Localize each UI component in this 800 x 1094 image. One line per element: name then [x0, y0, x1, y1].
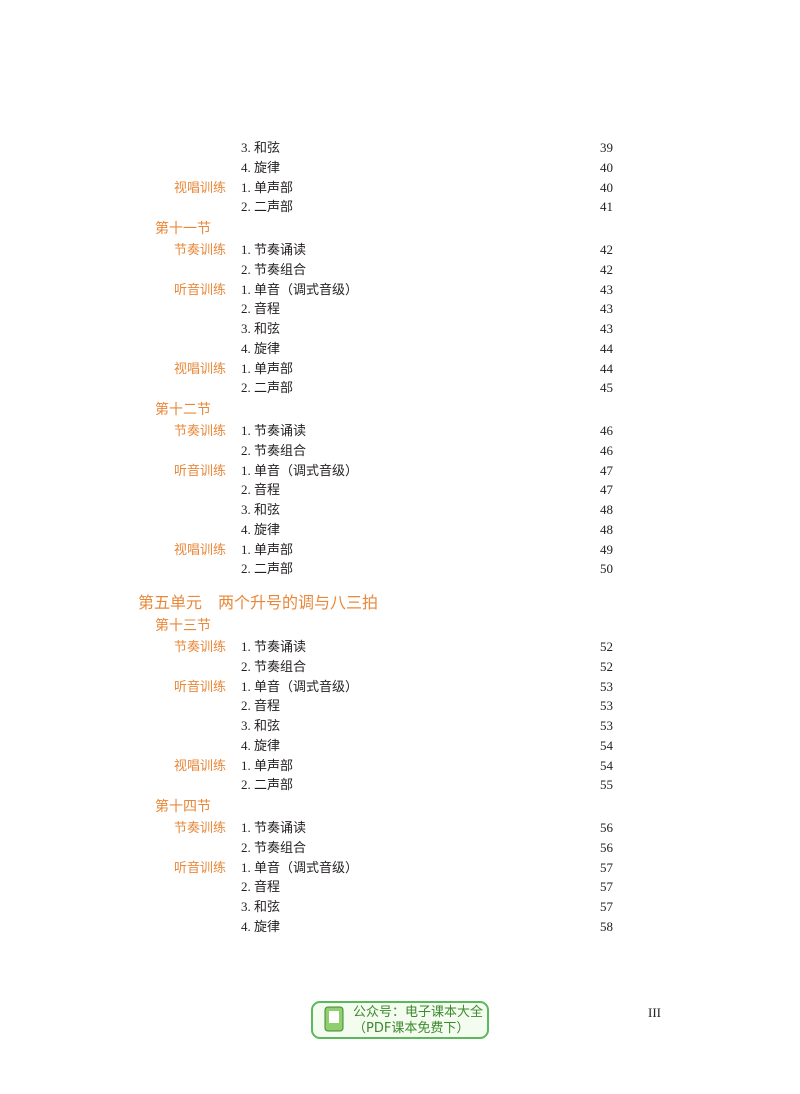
- entry-title: 3. 和弦: [241, 321, 281, 336]
- entry-title: 1. 单声部: [241, 541, 294, 557]
- entry-page: 54: [600, 757, 613, 773]
- entry-title: 2. 音程: [241, 698, 281, 714]
- entry-title: 1. 单音（调式音级）: [241, 281, 359, 297]
- category-label: 节奏训练: [173, 820, 226, 835]
- entry-page: 50: [600, 561, 613, 577]
- entry-page: 56: [600, 820, 613, 835]
- category-label: 节奏训练: [173, 423, 226, 438]
- entry-title: 3. 和弦: [241, 140, 281, 155]
- entry-title: 1. 单音（调式音级）: [241, 462, 359, 478]
- entry-page: 49: [600, 541, 613, 557]
- entry-title: 1. 节奏诵读: [241, 639, 307, 654]
- entry-title: 4. 旋律: [241, 918, 281, 934]
- category-label: 听音训练: [173, 678, 226, 694]
- entry-page: 54: [600, 737, 613, 753]
- entry-page: 43: [600, 321, 613, 336]
- category-label: 听音训练: [173, 859, 226, 875]
- entry-page: 57: [600, 859, 613, 875]
- entry-title: 1. 单音（调式音级）: [241, 678, 359, 694]
- entry-page: 46: [600, 442, 613, 458]
- category-label: 节奏训练: [173, 639, 226, 654]
- entry-title: 4. 旋律: [241, 521, 281, 537]
- entry-page: 41: [600, 199, 613, 215]
- entry-page: 53: [600, 718, 613, 733]
- entry-title: 2. 二声部: [241, 561, 294, 577]
- entry-page: 52: [600, 639, 613, 654]
- section-heading: 第十一节: [155, 222, 211, 238]
- watermark-icon: [324, 1006, 344, 1032]
- section-heading: 第十三节: [155, 619, 211, 635]
- section-heading: 第十二节: [155, 403, 211, 419]
- entry-page: 45: [600, 380, 613, 396]
- entry-title: 4. 旋律: [241, 340, 281, 356]
- category-label: 节奏训练: [173, 242, 226, 257]
- entry-title: 1. 单声部: [241, 360, 294, 376]
- entry-page: 40: [600, 159, 613, 175]
- entry-page: 56: [600, 839, 613, 855]
- entry-title: 1. 节奏诵读: [241, 820, 307, 835]
- entry-page: 57: [600, 879, 613, 895]
- category-label: 视唱训练: [173, 541, 226, 557]
- entry-page: 43: [600, 301, 613, 317]
- entry-title: 2. 二声部: [241, 777, 294, 793]
- watermark-line: 公众号：电子课本大全: [353, 1005, 484, 1020]
- entry-title: 1. 单音（调式音级）: [241, 859, 359, 875]
- entry-title: 2. 音程: [241, 879, 281, 895]
- entry-page: 58: [600, 918, 613, 934]
- entry-title: 2. 节奏组合: [241, 442, 307, 458]
- entry-title: 4. 旋律: [241, 159, 281, 175]
- entry-page: 53: [600, 678, 613, 694]
- entry-title: 2. 节奏组合: [241, 839, 307, 855]
- entry-page: 43: [600, 281, 613, 297]
- entry-page: 44: [600, 360, 613, 376]
- entry-title: 3. 和弦: [241, 718, 281, 733]
- category-label: 听音训练: [173, 281, 226, 297]
- category-label: 视唱训练: [173, 757, 226, 773]
- entry-page: 47: [600, 462, 613, 478]
- entry-page: 48: [600, 521, 613, 537]
- entry-title: 3. 和弦: [241, 899, 281, 914]
- entry-title: 1. 节奏诵读: [241, 423, 307, 438]
- entry-page: 55: [600, 777, 613, 793]
- entry-page: 57: [600, 899, 613, 914]
- entry-title: 2. 节奏组合: [241, 261, 307, 277]
- entry-page: 47: [600, 482, 613, 498]
- entry-title: 2. 音程: [241, 482, 281, 498]
- entry-page: 52: [600, 658, 613, 674]
- watermark-line: （PDF课本免费下）: [353, 1021, 470, 1036]
- watermark-badge: 公众号：电子课本大全 （PDF课本免费下）: [311, 1001, 489, 1039]
- entry-title: 2. 二声部: [241, 199, 294, 215]
- entry-page: 42: [600, 261, 613, 277]
- entry-page: 39: [600, 140, 613, 155]
- page-number: III: [648, 1005, 661, 1020]
- entry-page: 44: [600, 340, 613, 356]
- category-label: 视唱训练: [173, 360, 226, 376]
- entry-title: 2. 二声部: [241, 380, 294, 396]
- entry-title: 1. 单声部: [241, 757, 294, 773]
- entry-title: 2. 音程: [241, 301, 281, 317]
- entry-title: 1. 单声部: [241, 179, 294, 195]
- section-heading: 第十四节: [155, 800, 211, 816]
- category-label: 视唱训练: [173, 179, 226, 195]
- entry-page: 46: [600, 423, 613, 438]
- entry-page: 42: [600, 242, 613, 257]
- category-label: 听音训练: [173, 462, 226, 478]
- entry-title: 3. 和弦: [241, 502, 281, 517]
- entry-page: 53: [600, 698, 613, 714]
- unit-heading: 第五单元 两个升号的调与八三拍: [138, 595, 379, 613]
- entry-title: 2. 节奏组合: [241, 658, 307, 674]
- entry-page: 48: [600, 502, 613, 517]
- entry-title: 4. 旋律: [241, 737, 281, 753]
- entry-title: 1. 节奏诵读: [241, 242, 307, 257]
- entry-page: 40: [600, 179, 613, 195]
